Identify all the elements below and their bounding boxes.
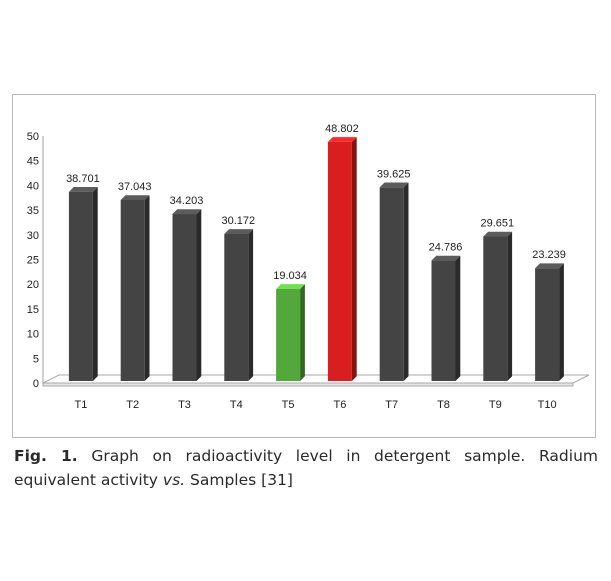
bar-side-T4 (248, 229, 254, 381)
bar-side-T3 (196, 209, 202, 381)
x-tick-label-T5: T5 (282, 399, 295, 411)
bar-side-T7 (403, 182, 409, 381)
bar-T2 (120, 200, 145, 381)
y-tick-label: 40 (27, 180, 39, 192)
bar-T10 (535, 268, 560, 381)
chart-frame: 0 5 10 15 20 25 30 35 40 45 50 38.701 T1 37.043 T2 34.… (12, 94, 596, 438)
bar-top-T3 (172, 209, 202, 215)
bar-top-T1 (68, 187, 98, 192)
x-tick-label-T8: T8 (437, 399, 450, 411)
bar-T9 (483, 236, 508, 381)
y-tick-label: 50 (27, 131, 39, 143)
chart-floor-edge (42, 382, 574, 387)
x-tick-label-T10: T10 (538, 399, 557, 411)
data-label-T8: 24.786 (429, 242, 463, 254)
bar-side-T1 (92, 187, 98, 381)
bar-top-T4 (224, 229, 254, 234)
y-tick-label: 5 (33, 353, 39, 365)
data-label-T5: 19.034 (273, 270, 307, 282)
bar-top-T5 (276, 284, 305, 289)
y-tick-label: 25 (27, 255, 39, 267)
data-label-T9: 29.651 (480, 218, 514, 230)
y-tick-label: 20 (27, 279, 39, 291)
caption-label: Fig. 1. (14, 447, 78, 465)
bar-layer (68, 137, 564, 381)
y-tick-label: 35 (27, 205, 39, 217)
caption-italic: vs. (162, 471, 186, 489)
bar-chart: 0 5 10 15 20 25 30 35 40 45 50 38.701 T1 37.043 T2 34.… (27, 123, 590, 411)
bar-T6 (327, 141, 352, 381)
y-tick-label: 45 (27, 156, 39, 168)
bar-top-T10 (535, 263, 564, 269)
bar-side-T5 (300, 284, 305, 381)
bar-T5 (276, 288, 301, 381)
data-label-T1: 38.701 (66, 173, 100, 185)
bar-T4 (224, 233, 249, 381)
bar-side-T8 (455, 255, 461, 381)
bar-side-T10 (559, 263, 564, 381)
x-tick-label-T9: T9 (489, 399, 502, 411)
data-label-T3: 34.203 (170, 195, 204, 207)
x-tick-label-T2: T2 (126, 399, 139, 411)
bar-side-T9 (507, 231, 513, 381)
bar-side-T6 (351, 137, 357, 381)
label-layer: 38.701 T1 37.043 T2 34.203 T3 30.172 T4 19.034 T5… (66, 123, 566, 411)
caption-text: Graph on radioactivity level in detergen… (14, 447, 598, 489)
bar-top-T9 (483, 231, 513, 237)
bar-top-T8 (431, 255, 461, 261)
x-tick-label-T1: T1 (74, 399, 87, 411)
data-label-T10: 23.239 (532, 249, 566, 261)
data-label-T6: 48.802 (325, 123, 359, 135)
x-tick-label-T7: T7 (385, 399, 398, 411)
y-tick-label: 15 (27, 304, 39, 316)
y-tick-label: 0 (33, 378, 39, 390)
y-tick-label: 10 (27, 329, 39, 341)
data-label-T7: 39.625 (377, 168, 411, 180)
bar-top-T2 (120, 195, 150, 201)
bar-T3 (172, 214, 197, 381)
x-tick-label-T3: T3 (178, 399, 191, 411)
data-label-T2: 37.043 (118, 181, 152, 193)
bar-T1 (68, 191, 93, 381)
bar-T8 (431, 260, 456, 381)
bar-top-T6 (327, 137, 357, 142)
x-tick-label-T6: T6 (333, 399, 346, 411)
y-tick-label: 30 (27, 230, 39, 242)
x-tick-label-T4: T4 (230, 399, 243, 411)
caption-text-end: Samples [31] (185, 471, 293, 489)
data-label-T4: 30.172 (221, 215, 255, 227)
bar-T7 (379, 187, 404, 381)
bar-top-T7 (379, 182, 409, 188)
bar-side-T2 (144, 195, 150, 381)
figure-caption: Fig. 1. Graph on radioactivity level in … (14, 444, 598, 492)
